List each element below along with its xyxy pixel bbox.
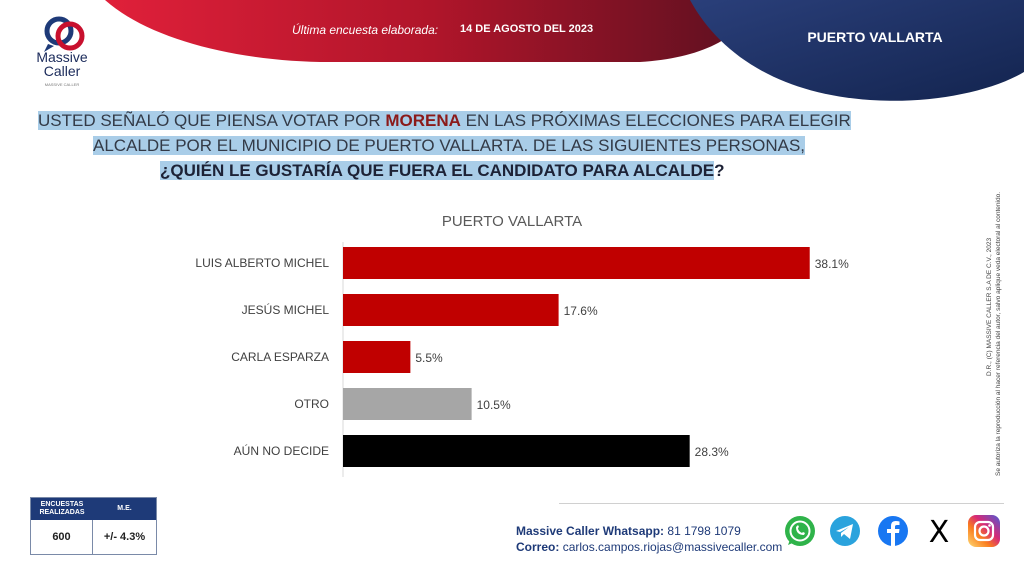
x-twitter-icon[interactable]: X (922, 514, 956, 548)
logo-text-caller: Caller (43, 63, 81, 79)
category-label-aun-no-decide: AÚN NO DECIDE (234, 443, 329, 458)
question-line-1: USTED SEÑALÓ QUE PIENSA VOTAR POR MORENA… (38, 110, 851, 131)
legal-line-1: D.R., (C) MASSIVE CALLER S.A DE C.V., 20… (986, 237, 993, 376)
chart-title: PUERTO VALLARTA (442, 213, 582, 230)
survey-stats-table: ENCUESTAS REALIZADAS M.E. 600 +/- 4.3% (30, 497, 157, 555)
category-label-luis-alberto-michel: LUIS ALBERTO MICHEL (195, 256, 329, 270)
category-label-jesus-michel: JESÚS MICHEL (242, 302, 330, 317)
email-label: Correo: (516, 540, 560, 554)
logo-text-massive: Massive (36, 49, 88, 65)
whatsapp-contact: Massive Caller Whatsapp: 81 1798 1079 (516, 524, 741, 538)
question-mark: ? (714, 161, 725, 180)
region-title: PUERTO VALLARTA (807, 29, 943, 45)
footer-separator (559, 503, 1004, 504)
massive-caller-logo-icon (44, 16, 85, 52)
surveys-header: ENCUESTAS REALIZADAS (31, 498, 93, 520)
email-address[interactable]: carlos.campos.riojas@massivecaller.com (562, 540, 783, 554)
logo-wordmark: Massive Caller (26, 50, 98, 78)
margin-error-value: +/- 4.3% (103, 531, 146, 543)
bar-chart: PUERTO VALLARTA LUIS ALBERTO MICHEL 38.1%… (195, 213, 849, 477)
telegram-icon[interactable] (828, 514, 862, 548)
navy-banner-shape (690, 0, 1024, 101)
bar-otro (343, 388, 472, 420)
question-line-2: ALCALDE POR EL MUNICIPIO DE PUERTO VALLA… (93, 135, 805, 156)
bar-carla-esparza (343, 341, 411, 373)
email-contact: Correo: carlos.campos.riojas@massivecall… (516, 540, 782, 554)
legal-notice: D.R., (C) MASSIVE CALLER S.A DE C.V., 20… (986, 192, 1002, 476)
surveys-value: 600 (31, 520, 93, 554)
value-label-aun-no-decide: 28.3% (695, 445, 729, 459)
survey-date: 14 DE AGOSTO DEL 2023 (460, 23, 594, 35)
category-label-otro: OTRO (294, 397, 329, 411)
value-label-jesus-michel: 17.6% (564, 304, 598, 318)
question-line-3: ¿QUIÉN LE GUSTARÍA QUE FUERA EL CANDIDAT… (160, 160, 724, 181)
bar-luis-alberto-michel (343, 247, 810, 279)
x-letter: X (929, 515, 950, 548)
bar-jesus-michel (343, 294, 559, 326)
survey-label: Última encuesta elaborada: (292, 23, 439, 37)
whatsapp-icon[interactable] (783, 514, 817, 548)
question-line2-text: ALCALDE POR EL MUNICIPIO DE PUERTO VALLA… (93, 136, 805, 155)
category-label-carla-esparza: CARLA ESPARZA (231, 350, 329, 364)
question-party: MORENA (385, 111, 461, 130)
question-line1-post: EN LAS PRÓXIMAS ELECCIONES PARA ELEGIR (460, 111, 851, 130)
question-line1-pre: USTED SEÑALÓ QUE PIENSA VOTAR POR (38, 111, 386, 130)
margin-error-header: M.E. (93, 498, 156, 520)
value-label-carla-esparza: 5.5% (415, 351, 443, 365)
question-line3-text: ¿QUIÉN LE GUSTARÍA QUE FUERA EL CANDIDAT… (160, 161, 715, 180)
value-label-luis-alberto-michel: 38.1% (815, 257, 849, 271)
value-label-otro: 10.5% (477, 398, 511, 412)
surveys-header-l2: REALIZADAS (39, 509, 85, 516)
header-banner (105, 0, 1024, 101)
facebook-icon[interactable] (876, 514, 910, 548)
red-banner-shape (105, 0, 760, 62)
whatsapp-label: Massive Caller Whatsapp: (516, 524, 665, 538)
surveys-header-l1: ENCUESTAS (40, 501, 84, 508)
instagram-icon[interactable] (967, 514, 1001, 548)
whatsapp-number[interactable]: 81 1798 1079 (667, 524, 741, 538)
legal-line-2: Se autoriza la reproducción al hacer ref… (995, 192, 1002, 476)
bar-aun-no-decide (343, 435, 690, 467)
logo-tagline: MASSIVE CALLER (44, 82, 80, 87)
